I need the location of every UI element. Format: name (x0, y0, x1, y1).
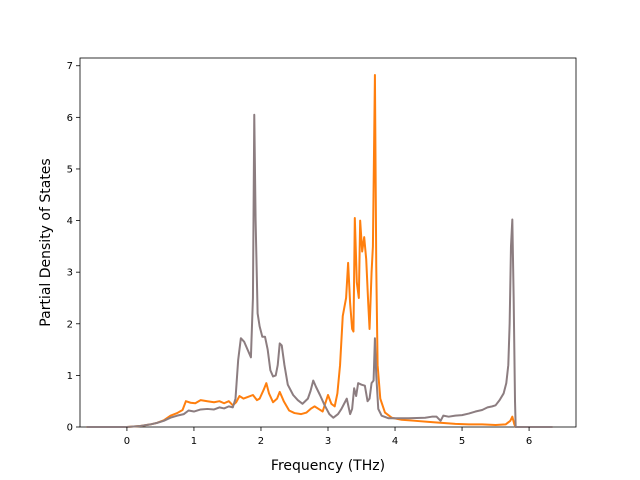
y-tick-label: 4 (67, 216, 73, 227)
y-tick-label: 3 (67, 268, 73, 279)
x-tick-label: 1 (191, 436, 197, 447)
x-tick-label: 5 (459, 436, 465, 447)
y-tick-label: 1 (67, 371, 73, 382)
y-axis-label: Partial Density of States (38, 158, 54, 326)
y-tick-label: 2 (67, 319, 73, 330)
y-tick-label: 7 (67, 61, 73, 72)
x-tick-label: 4 (392, 436, 398, 447)
x-tick-label: 2 (258, 436, 264, 447)
axes-frame (79, 57, 577, 428)
y-tick-label: 5 (67, 164, 73, 175)
x-tick-label: 6 (526, 436, 532, 447)
x-tick-label: 3 (325, 436, 331, 447)
series-layer (86, 74, 553, 428)
y-tick-label: 0 (67, 423, 73, 434)
x-axis-label: Frequency (THz) (271, 458, 385, 474)
series-line-1 (86, 74, 553, 428)
x-tick-label: 0 (124, 436, 130, 447)
series-line-2 (86, 113, 553, 428)
plot-area: 0 1 2 3 4 5 6 0 1 2 3 4 5 6 7 (67, 57, 577, 447)
ticks-layer: 0 1 2 3 4 5 6 0 1 2 3 4 5 6 7 (67, 61, 533, 447)
y-tick-label: 6 (67, 113, 73, 124)
